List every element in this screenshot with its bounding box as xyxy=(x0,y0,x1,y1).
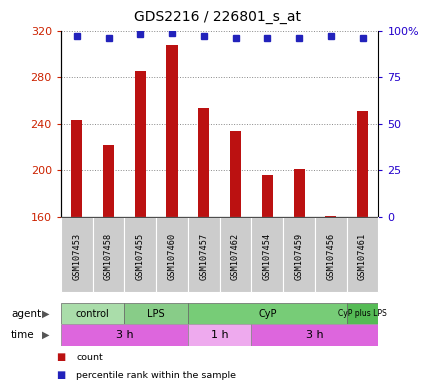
Bar xyxy=(135,71,145,217)
Bar xyxy=(61,324,187,346)
Text: GDS2216 / 226801_s_at: GDS2216 / 226801_s_at xyxy=(134,10,300,23)
Bar xyxy=(187,324,251,346)
Text: 3 h: 3 h xyxy=(115,330,133,340)
Text: GSM107458: GSM107458 xyxy=(104,232,113,280)
Bar xyxy=(356,111,367,217)
Bar xyxy=(61,303,124,324)
Text: agent: agent xyxy=(11,309,41,319)
Text: count: count xyxy=(76,353,102,362)
Text: GSM107462: GSM107462 xyxy=(230,232,240,280)
Text: CyP plus LPS: CyP plus LPS xyxy=(337,310,386,318)
Bar xyxy=(314,217,346,292)
Bar xyxy=(124,303,187,324)
Bar xyxy=(251,324,378,346)
Bar xyxy=(187,303,346,324)
Bar xyxy=(103,145,114,217)
Text: 3 h: 3 h xyxy=(306,330,323,340)
Text: CyP: CyP xyxy=(257,309,276,319)
Text: GSM107459: GSM107459 xyxy=(294,232,303,280)
Bar xyxy=(71,120,82,217)
Text: time: time xyxy=(11,330,34,340)
Bar xyxy=(187,217,219,292)
Bar xyxy=(283,217,314,292)
Bar xyxy=(325,216,335,217)
Bar xyxy=(166,45,177,217)
Bar xyxy=(219,217,251,292)
Text: 1 h: 1 h xyxy=(210,330,228,340)
Text: GSM107456: GSM107456 xyxy=(326,232,335,280)
Text: GSM107453: GSM107453 xyxy=(72,232,81,280)
Text: ▶: ▶ xyxy=(42,330,49,340)
Bar xyxy=(251,217,283,292)
Bar xyxy=(346,303,378,324)
Bar xyxy=(261,175,272,217)
Bar xyxy=(346,217,378,292)
Bar xyxy=(293,169,304,217)
Bar xyxy=(61,217,92,292)
Text: ▶: ▶ xyxy=(42,309,49,319)
Text: ■: ■ xyxy=(56,370,66,380)
Bar xyxy=(156,217,187,292)
Bar xyxy=(230,131,240,217)
Text: control: control xyxy=(76,309,109,319)
Bar xyxy=(198,108,209,217)
Text: percentile rank within the sample: percentile rank within the sample xyxy=(76,371,236,380)
Text: GSM107461: GSM107461 xyxy=(357,232,366,280)
Text: ■: ■ xyxy=(56,352,66,362)
Text: LPS: LPS xyxy=(147,309,164,319)
Bar xyxy=(124,217,156,292)
Text: GSM107457: GSM107457 xyxy=(199,232,208,280)
Bar xyxy=(92,217,124,292)
Text: GSM107460: GSM107460 xyxy=(167,232,176,280)
Text: GSM107455: GSM107455 xyxy=(135,232,145,280)
Text: GSM107454: GSM107454 xyxy=(262,232,271,280)
